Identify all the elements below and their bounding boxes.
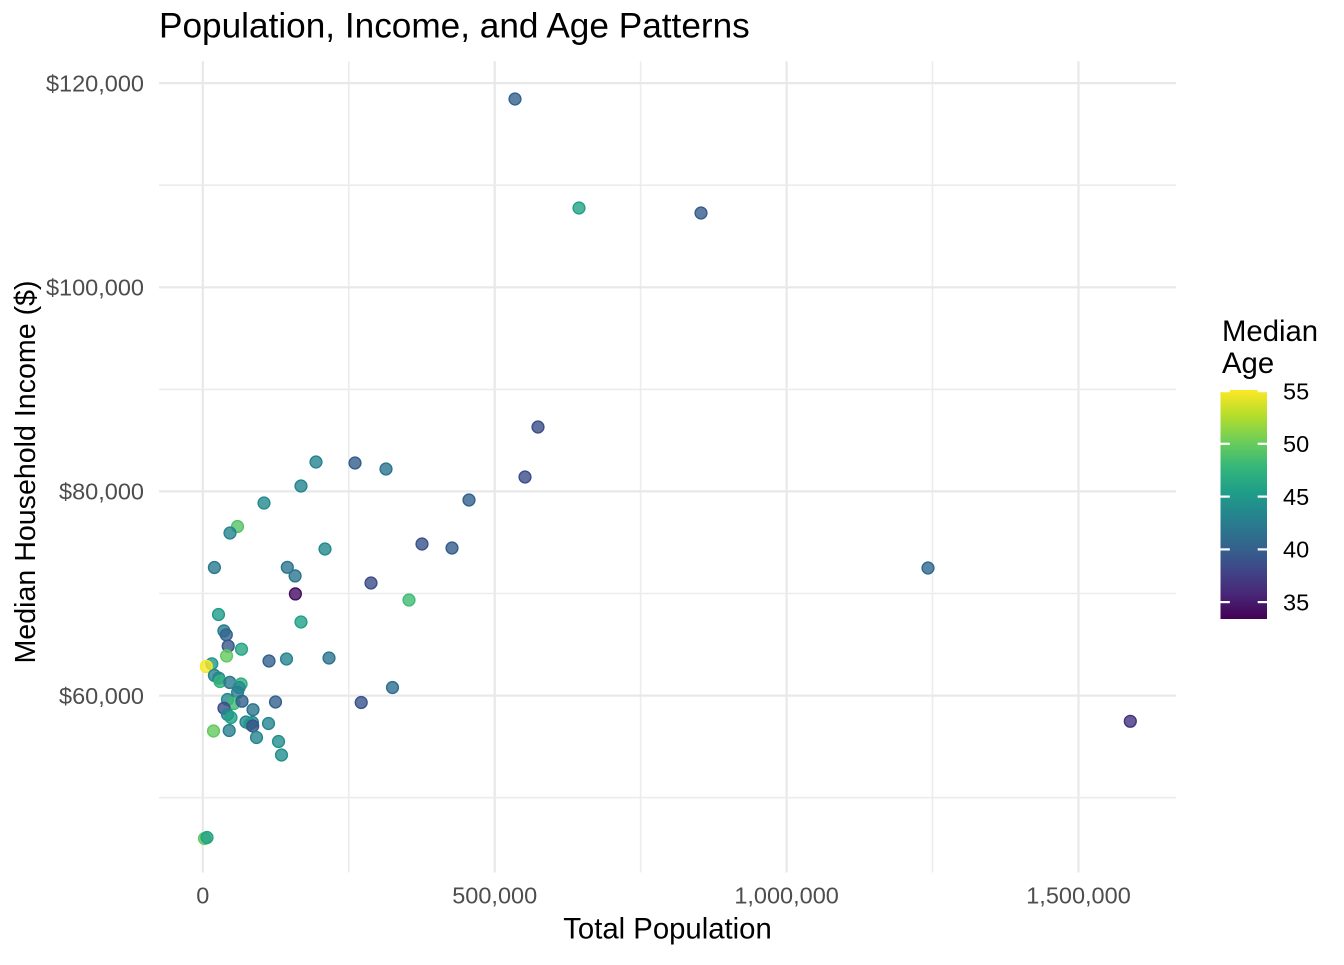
svg-text:Median Household Income ($): Median Household Income ($)	[10, 280, 42, 663]
svg-text:$80,000: $80,000	[59, 479, 144, 505]
svg-text:$100,000: $100,000	[46, 275, 144, 301]
svg-text:Population, Income, and Age Pa: Population, Income, and Age Patterns	[159, 7, 750, 46]
svg-text:Median: Median	[1222, 315, 1318, 348]
svg-text:45: 45	[1283, 484, 1309, 510]
svg-text:0: 0	[196, 883, 209, 909]
svg-text:$120,000: $120,000	[46, 70, 144, 96]
svg-text:1,500,000: 1,500,000	[1026, 883, 1131, 909]
svg-text:55: 55	[1283, 378, 1309, 404]
svg-text:Age: Age	[1222, 347, 1274, 380]
svg-text:35: 35	[1283, 589, 1309, 615]
svg-text:500,000: 500,000	[452, 883, 537, 909]
svg-text:1,000,000: 1,000,000	[734, 883, 839, 909]
svg-text:Total Population: Total Population	[563, 913, 771, 946]
svg-text:40: 40	[1283, 537, 1309, 563]
svg-text:$60,000: $60,000	[59, 683, 144, 709]
svg-text:50: 50	[1283, 431, 1309, 457]
